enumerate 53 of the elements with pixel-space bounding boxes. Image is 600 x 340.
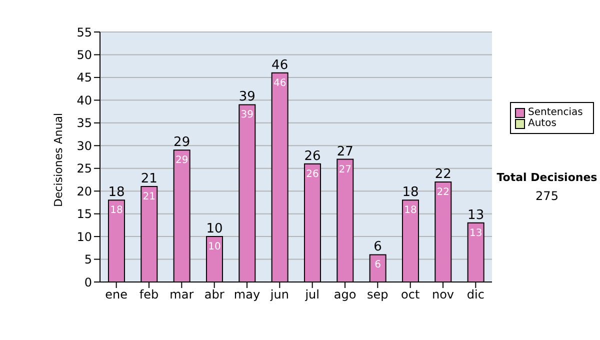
y-tick-label: 50 [76, 48, 92, 62]
y-tick-label: 45 [76, 70, 92, 85]
y-tick-label: 25 [76, 162, 92, 176]
total-label: 29 [174, 135, 190, 150]
total-label: 18 [108, 185, 125, 200]
text: Total Decisiones [496, 171, 598, 184]
x-tick-label: ago [334, 288, 356, 302]
legend-label: Sentencias [528, 107, 583, 118]
x-tick-label: ene [105, 288, 128, 302]
total-label: 46 [272, 58, 288, 73]
total-label: 18 [402, 185, 419, 200]
x-tick-label: sep [367, 288, 388, 302]
data-label: 13 [469, 228, 482, 239]
x-tick-label: mar [170, 288, 194, 302]
data-label: 39 [240, 110, 254, 121]
y-tick-label: 40 [76, 93, 92, 108]
y-tick-label: 0 [84, 275, 92, 290]
x-tick-label: jul [304, 288, 320, 302]
data-label: 10 [208, 242, 221, 253]
y-tick-label: 30 [76, 138, 92, 153]
total-label: 27 [336, 144, 354, 160]
y-tick-label: 10 [76, 230, 92, 244]
total-label: 26 [304, 148, 321, 164]
y-tick-label: 15 [76, 207, 92, 222]
total-label: 39 [238, 90, 256, 105]
y-tick-label: 20 [76, 184, 92, 198]
text: 275 [534, 189, 560, 203]
y-tick-label: 5 [84, 252, 92, 267]
data-label: 6 [374, 260, 382, 271]
total-label: 22 [434, 167, 452, 182]
y-axis-title: Decisiones Anual [52, 112, 65, 207]
data-label: 46 [273, 78, 286, 89]
y-tick-label: 35 [76, 116, 92, 130]
data-label: 21 [142, 192, 156, 203]
legend-label: Autos [528, 118, 556, 129]
data-label: 22 [436, 187, 450, 198]
total-label: 6 [374, 240, 382, 255]
data-label: 26 [306, 168, 319, 180]
y-tick-label: 55 [76, 25, 92, 40]
x-tick-label: abr [204, 288, 224, 302]
x-tick-label: feb [139, 288, 159, 302]
x-tick-label: nov [432, 288, 454, 302]
data-label: 27 [338, 164, 352, 176]
data-label: 18 [404, 205, 417, 216]
x-tick-label: jun [269, 288, 289, 302]
x-tick-label: dic [466, 288, 484, 302]
data-label: 29 [175, 155, 188, 166]
total-label: 21 [140, 172, 158, 187]
x-tick-label: oct [401, 288, 420, 302]
total-label: 13 [468, 208, 484, 223]
data-label: 18 [110, 205, 123, 216]
x-tick-label: may [234, 288, 260, 302]
total-label: 10 [206, 222, 223, 237]
